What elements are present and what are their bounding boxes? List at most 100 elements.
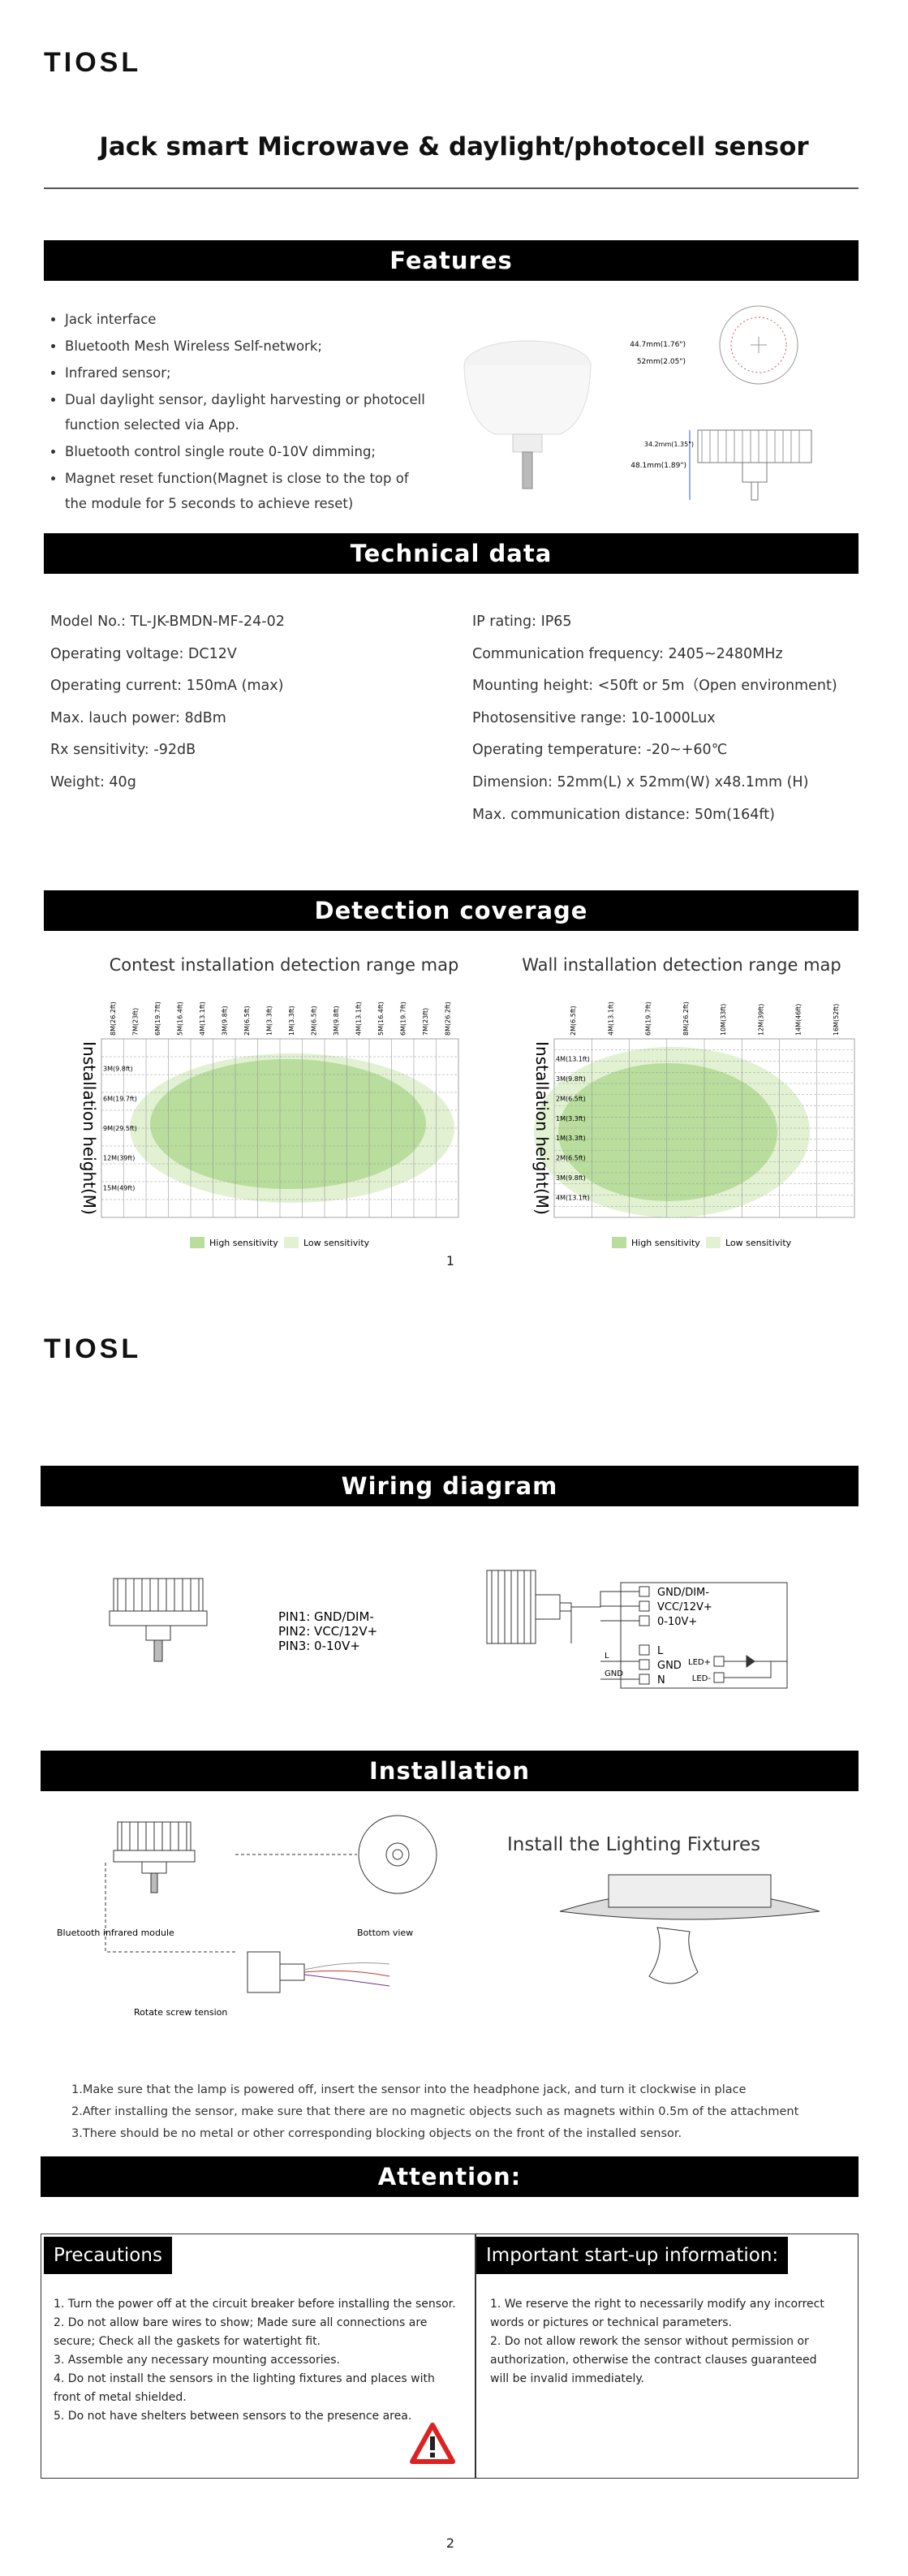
- shape: [620, 1582, 788, 1689]
- precaution-item: 5. Do not have shelters between sensors …: [54, 2410, 412, 2423]
- feature-item: Magnet reset function(Magnet is close to…: [65, 466, 430, 516]
- legend-label: Low sensitivity: [303, 1238, 370, 1248]
- spec-item: Communication frequency: 2405~2480MHz: [472, 645, 783, 662]
- spec-item: Weight: 40g: [50, 773, 136, 790]
- top-label: 3M(9.8ft): [333, 1006, 340, 1036]
- warning-icon: [410, 2423, 455, 2464]
- shape: [392, 1849, 403, 1860]
- caption: Install the Lighting Fixtures: [507, 1834, 760, 1855]
- top-label: 3M(9.8ft): [221, 1006, 228, 1036]
- legend-label: High sensitivity: [631, 1238, 700, 1248]
- top-label: 2M(6.5ft): [243, 1006, 251, 1036]
- spec-item: Max. communication distance: 50m(164ft): [472, 806, 775, 823]
- important-list: 1. We reserve the right to necessarily m…: [490, 2295, 831, 2389]
- top-label: 4M(13.1ft): [199, 1002, 206, 1036]
- shape: [639, 1659, 650, 1670]
- shape: GND/DIM- VCC/12V+ 0-10V+ L GND N L GND L…: [278, 1587, 712, 1686]
- wiring-diagram: GND/DIM- VCC/12V+ 0-10V+ L GND N L GND L…: [109, 1570, 788, 1689]
- shape: [153, 1639, 163, 1662]
- side-label: 3M(9.8ft): [556, 1075, 586, 1083]
- shape: [145, 1625, 171, 1641]
- section-heading: Detection coverage: [44, 890, 859, 931]
- shape: [639, 1644, 650, 1656]
- divider: [44, 187, 859, 189]
- y-axis-label: Installation height(M): [80, 1041, 99, 1215]
- feature-item: Infrared sensor;: [65, 360, 430, 386]
- top-label: 8M(26.2ft): [110, 1002, 117, 1036]
- section-heading: Technical data: [44, 533, 859, 574]
- feature-item: Jack interface: [65, 307, 430, 332]
- shape: [648, 1927, 699, 1984]
- diagram-label: Bottom view: [357, 1928, 413, 1938]
- precaution-item: 1. Turn the power off at the circuit bre…: [54, 2298, 456, 2311]
- legend-swatch: [190, 1237, 204, 1248]
- legends: High sensitivity Low sensitivity High se…: [190, 1237, 792, 1248]
- side-label: 1M(3.3ft): [556, 1115, 586, 1122]
- terminal-label: GND/DIM-: [657, 1587, 709, 1599]
- top-label: 1M(3.3ft): [288, 1006, 295, 1036]
- shape: [105, 1863, 235, 1953]
- page-number: 2: [445, 2535, 455, 2551]
- spec-item: Max. lauch power: 8dBm: [50, 709, 226, 726]
- terminal-label: GND: [657, 1660, 682, 1672]
- box-divider: [475, 2234, 476, 2479]
- shape: [742, 462, 768, 483]
- spec-item: Operating current: 150mA (max): [50, 678, 284, 695]
- side-label: 2M(6.5ft): [556, 1155, 586, 1162]
- shape: [701, 430, 800, 463]
- section-heading: Wiring diagram: [41, 1466, 859, 1506]
- shape: [247, 1951, 281, 1993]
- top-label: 8M(26.2ft): [682, 1002, 690, 1036]
- legend-swatch: [284, 1237, 299, 1248]
- shape: [746, 1655, 755, 1668]
- logo: TIOSL: [44, 1333, 142, 1364]
- terminal-label: L: [605, 1652, 609, 1661]
- top-label: 1M(3.3ft): [265, 1006, 273, 1036]
- diagram-label: Bluetooth infrared module: [57, 1928, 174, 1938]
- legend-swatch: [612, 1237, 626, 1248]
- coverage-map: 2M(6.5ft) 4M(13.1ft) 6M(19.7ft) 8M(26.2ft) 1…: [532, 1002, 855, 1218]
- legend-label: Low sensitivity: [725, 1238, 792, 1248]
- dimension-label: 52mm(2.05"): [637, 358, 686, 366]
- page-number: 1: [445, 1253, 455, 1269]
- shape: [117, 1579, 200, 1611]
- important-item: 1. We reserve the right to necessarily m…: [490, 2298, 824, 2329]
- top-label: 8M(26.2ft): [444, 1002, 451, 1036]
- shape: [279, 1963, 305, 1981]
- spec-item: Dimension: 52mm(L) x 52mm(W) x48.1mm (H): [472, 773, 809, 790]
- shape: [303, 1962, 390, 1971]
- shape: [109, 1570, 788, 1689]
- top-label: 6M(19.7ft): [399, 1002, 407, 1036]
- product-drawing: 44.7mm(1.76") 52mm(2.05") 34.2mm(1.35") …: [463, 305, 812, 501]
- shape: [570, 1591, 639, 1643]
- note: 3.There should be no metal or other corr…: [71, 2127, 682, 2140]
- side-label: 12M(39ft): [103, 1155, 135, 1162]
- notes: 1.Make sure that the lamp is powered off…: [71, 2079, 798, 2145]
- shape: [639, 1674, 650, 1685]
- feature-item: Dual daylight sensor, daylight harvestin…: [65, 387, 430, 437]
- spec-item: Operating temperature: -20~+60℃: [472, 742, 728, 759]
- shape: [600, 1661, 787, 1680]
- side-label: 9M(29.5ft): [103, 1125, 137, 1132]
- map-title: Wall installation detection range map: [522, 955, 841, 975]
- shape: [141, 1861, 167, 1874]
- top-label: 5M(16.4ft): [176, 1002, 183, 1036]
- feature-item: Bluetooth Mesh Wireless Self-network;: [65, 334, 430, 359]
- shape: [608, 1874, 772, 1908]
- side-label: 4M(13.1ft): [556, 1195, 590, 1202]
- spec-item: Model No.: TL-JK-BMDN-MF-24-02: [50, 614, 285, 630]
- logo: TIOSL: [44, 47, 142, 78]
- shape: [512, 433, 543, 453]
- top-label: 12M(39ft): [757, 1004, 764, 1036]
- dimension-label: 34.2mm(1.35"): [644, 441, 694, 448]
- installation-diagram: Install the Lighting Fixtures Bluetooth …: [57, 1815, 820, 2018]
- shape: [751, 481, 759, 501]
- top-label: 14M(46ft): [795, 1004, 803, 1036]
- dimension-label: 48.1mm(1.89"): [630, 462, 686, 470]
- top-label: 4M(13.1ft): [607, 1002, 614, 1036]
- pin-label: PIN3: 0-10V+: [278, 1639, 360, 1653]
- spec-item: Rx sensitivity: -92dB: [50, 742, 196, 759]
- precaution-item: 3. Assemble any necessary mounting acces…: [54, 2354, 340, 2367]
- tech-left: Model No.: TL-JK-BMDN-MF-24-02 Operating …: [50, 606, 285, 799]
